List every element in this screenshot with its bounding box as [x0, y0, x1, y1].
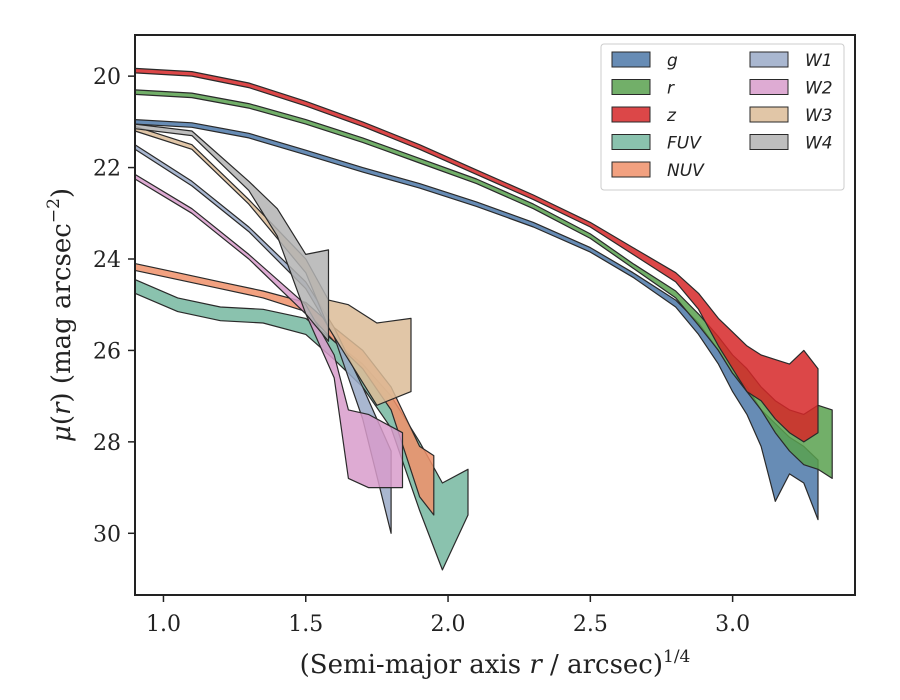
x-tick-label: 2.0 [431, 612, 466, 637]
band-g [134, 118, 819, 521]
y-axis-title-exponent: −2 [44, 198, 64, 223]
legend-label-w1: W1 [805, 51, 833, 71]
y-axis-title-close: ) (mag arcsec [47, 223, 77, 402]
y-ticks: 20 22 24 26 28 30 [93, 65, 135, 547]
legend-swatch-w4 [749, 134, 789, 150]
x-tick-label: 1.5 [288, 612, 323, 637]
band-w2 [134, 173, 404, 489]
band-w1 [134, 144, 392, 534]
legend-swatch-fuv [611, 134, 651, 150]
legend-label-w2: W2 [805, 79, 833, 99]
legend-swatch-z [611, 106, 651, 123]
legend-swatch-r [611, 79, 651, 95]
y-axis-title-var: r [47, 401, 77, 415]
y-tick-label: 26 [93, 339, 121, 364]
legend-swatch-w2 [749, 79, 789, 95]
x-tick-label: 1.0 [146, 612, 181, 637]
y-tick-label: 20 [93, 65, 121, 90]
legend-entries: grz FUV NUV W1 W2 W3 W4 [611, 51, 833, 181]
y-tick-label: 30 [93, 522, 121, 547]
x-axis-title-pre: (Semi-major axis [300, 650, 530, 680]
legend-label-g: g [667, 51, 678, 71]
band-r [134, 89, 833, 479]
x-axis-title-exponent: 1/4 [663, 647, 690, 667]
legend-swatch-w3 [749, 106, 789, 123]
legend: grz FUV NUV W1 W2 W3 W4 [600, 43, 845, 191]
y-axis-title-mu: μ [47, 425, 77, 442]
band-nuv [134, 263, 435, 516]
y-axis-title-end: ) [47, 188, 77, 198]
y-tick-label: 24 [93, 248, 121, 273]
y-tick-label: 28 [93, 431, 121, 456]
y-axis-title: μ(r) (mag arcsec−2) [44, 188, 77, 442]
x-axis-title-var: r [529, 650, 543, 680]
legend-label-w3: W3 [805, 106, 833, 126]
legend-swatch-nuv [611, 161, 651, 178]
plot-frame [134, 34, 856, 596]
legend-label-fuv: FUV [667, 134, 702, 154]
y-axis-title-open: ( [47, 415, 77, 425]
bands-layer [134, 67, 833, 571]
x-ticks: 1.0 1.5 2.0 2.5 3.0 [146, 595, 750, 637]
x-axis-title-mid: / arcsec) [542, 650, 663, 680]
y-tick-label: 22 [93, 157, 121, 182]
legend-label-nuv: NUV [667, 161, 705, 181]
legend-label-z: z [666, 106, 677, 126]
x-tick-label: 2.5 [573, 612, 608, 637]
x-axis-title: (Semi-major axis r / arcsec)1/4 [300, 647, 691, 680]
legend-label-r: r [667, 79, 675, 99]
legend-swatch-g [611, 51, 651, 68]
legend-swatch-w1 [749, 51, 789, 68]
band-w4 [134, 123, 330, 342]
band-z [134, 67, 819, 443]
legend-label-w4: W4 [805, 134, 833, 154]
x-tick-label: 3.0 [715, 612, 750, 637]
